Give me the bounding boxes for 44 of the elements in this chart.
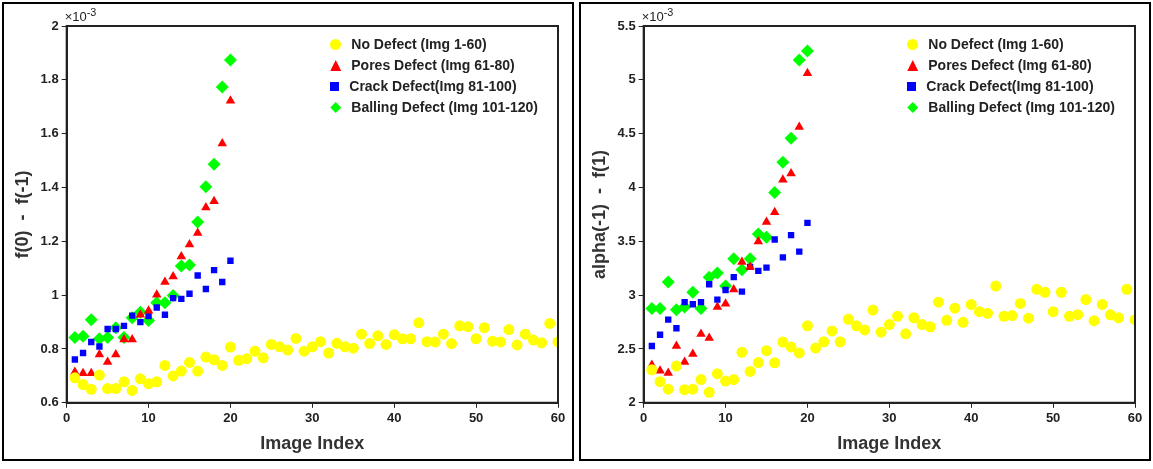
y-tick-label: 5.5 bbox=[617, 17, 636, 33]
x-tick-label: 40 bbox=[963, 410, 979, 426]
legend-label: No Defect (Img 1-60) bbox=[351, 35, 487, 54]
y-tick-label: 1 bbox=[51, 286, 59, 302]
y-tick-label: 4.5 bbox=[617, 125, 636, 141]
x-tick-label: 20 bbox=[223, 410, 238, 426]
x-axis-title: Image Index bbox=[837, 433, 942, 454]
y-axis-title: f(0) - f(-1) bbox=[11, 170, 32, 259]
x-tick-label: 10 bbox=[141, 410, 156, 426]
x-tick-label: 30 bbox=[882, 410, 897, 426]
x-tick-label: 10 bbox=[718, 410, 733, 426]
x-tick-label: 40 bbox=[386, 410, 402, 426]
y-tick-label: 1.8 bbox=[40, 71, 59, 87]
x-tick-label: 50 bbox=[468, 410, 484, 426]
y-tick-label: 4 bbox=[628, 179, 637, 195]
y-tick-label: 1.4 bbox=[40, 179, 60, 195]
x-tick-label: 50 bbox=[1045, 410, 1061, 426]
legend-label: No Defect (Img 1-60) bbox=[928, 35, 1064, 54]
legend-label: Balling Defect (Img 101-120) bbox=[928, 98, 1115, 117]
x-tick-label: 0 bbox=[63, 410, 71, 426]
y-tick-label: 3.5 bbox=[617, 232, 636, 248]
text: ×10$^{-3}$ bbox=[641, 6, 674, 25]
legend-label: Balling Defect (Img 101-120) bbox=[351, 98, 538, 117]
legend-label: Pores Defect (Img 61-80) bbox=[928, 56, 1092, 75]
x-tick-label: 20 bbox=[800, 410, 815, 426]
x-tick-label: 30 bbox=[305, 410, 320, 426]
legend-label: Crack Defect(Img 81-100) bbox=[349, 77, 517, 96]
y-axis-title: alpha(-1) - f(1) bbox=[588, 149, 609, 279]
x-axis-title: Image Index bbox=[260, 433, 365, 454]
y-tick-label: 0.6 bbox=[40, 394, 59, 410]
x-tick-label: 60 bbox=[1127, 410, 1143, 426]
text: ×10$^{-3}$ bbox=[64, 6, 97, 25]
y-tick-label: 1.2 bbox=[40, 232, 59, 248]
y-tick-label: 3 bbox=[628, 286, 636, 302]
y-tick-label: 2 bbox=[628, 394, 636, 410]
y-tick-label: 2 bbox=[51, 17, 59, 33]
legend-label: Pores Defect (Img 61-80) bbox=[351, 56, 515, 75]
y-tick-label: 2.5 bbox=[617, 340, 636, 356]
x-tick-label: 60 bbox=[550, 410, 566, 426]
y-tick-label: 5 bbox=[628, 71, 636, 87]
y-tick-label: 1.6 bbox=[40, 125, 59, 141]
x-tick-label: 0 bbox=[640, 410, 648, 426]
y-tick-label: 0.8 bbox=[40, 340, 59, 356]
legend-label: Crack Defect(Img 81-100) bbox=[926, 77, 1094, 96]
